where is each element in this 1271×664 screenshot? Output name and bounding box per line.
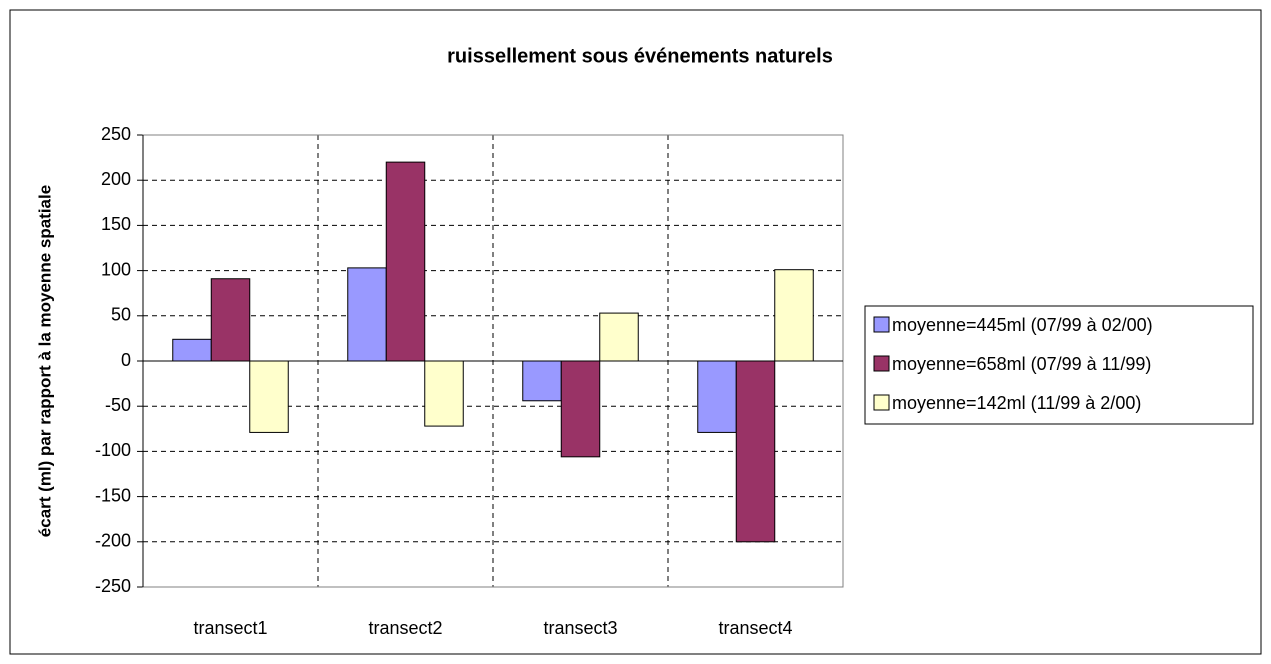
y-tick-label: 0 bbox=[121, 350, 131, 370]
bar bbox=[210, 278, 251, 362]
x-tick-label: transect3 bbox=[543, 618, 617, 638]
x-tick-label: transect2 bbox=[368, 618, 442, 638]
y-tick-label: 250 bbox=[101, 124, 131, 144]
legend-label: moyenne=445ml (07/99 à 02/00) bbox=[892, 315, 1153, 335]
legend-label: moyenne=142ml (11/99 à 2/00) bbox=[892, 393, 1141, 413]
bar bbox=[735, 360, 776, 543]
y-tick-label: -100 bbox=[95, 440, 131, 460]
y-tick-label: 100 bbox=[101, 259, 131, 279]
y-axis-label: écart (ml) par rapport à la moyenne spat… bbox=[35, 185, 54, 537]
y-tick-label: -200 bbox=[95, 531, 131, 551]
legend-label: moyenne=658ml (07/99 à 11/99) bbox=[892, 354, 1151, 374]
chart-title: ruissellement sous événements naturels bbox=[447, 45, 833, 67]
x-tick-label: transect1 bbox=[193, 618, 267, 638]
bar bbox=[385, 161, 426, 362]
y-tick-label: 50 bbox=[111, 305, 131, 325]
bar bbox=[560, 360, 601, 458]
bar bbox=[697, 360, 737, 433]
bar bbox=[347, 267, 387, 362]
y-tick-label: 200 bbox=[101, 169, 131, 189]
legend-swatch bbox=[873, 394, 890, 411]
legend-swatch bbox=[873, 316, 890, 333]
y-tick-label: 150 bbox=[101, 214, 131, 234]
bar bbox=[774, 269, 814, 362]
bar bbox=[249, 360, 289, 433]
y-tick-label: -150 bbox=[95, 485, 131, 505]
y-tick-label: -50 bbox=[105, 395, 131, 415]
x-tick-label: transect4 bbox=[718, 618, 792, 638]
bar bbox=[424, 360, 464, 427]
legend-box bbox=[864, 305, 1254, 425]
bar bbox=[522, 360, 562, 402]
bar bbox=[599, 312, 639, 362]
bar bbox=[172, 338, 212, 362]
legend-swatch bbox=[873, 355, 890, 372]
y-tick-label: -250 bbox=[95, 576, 131, 596]
